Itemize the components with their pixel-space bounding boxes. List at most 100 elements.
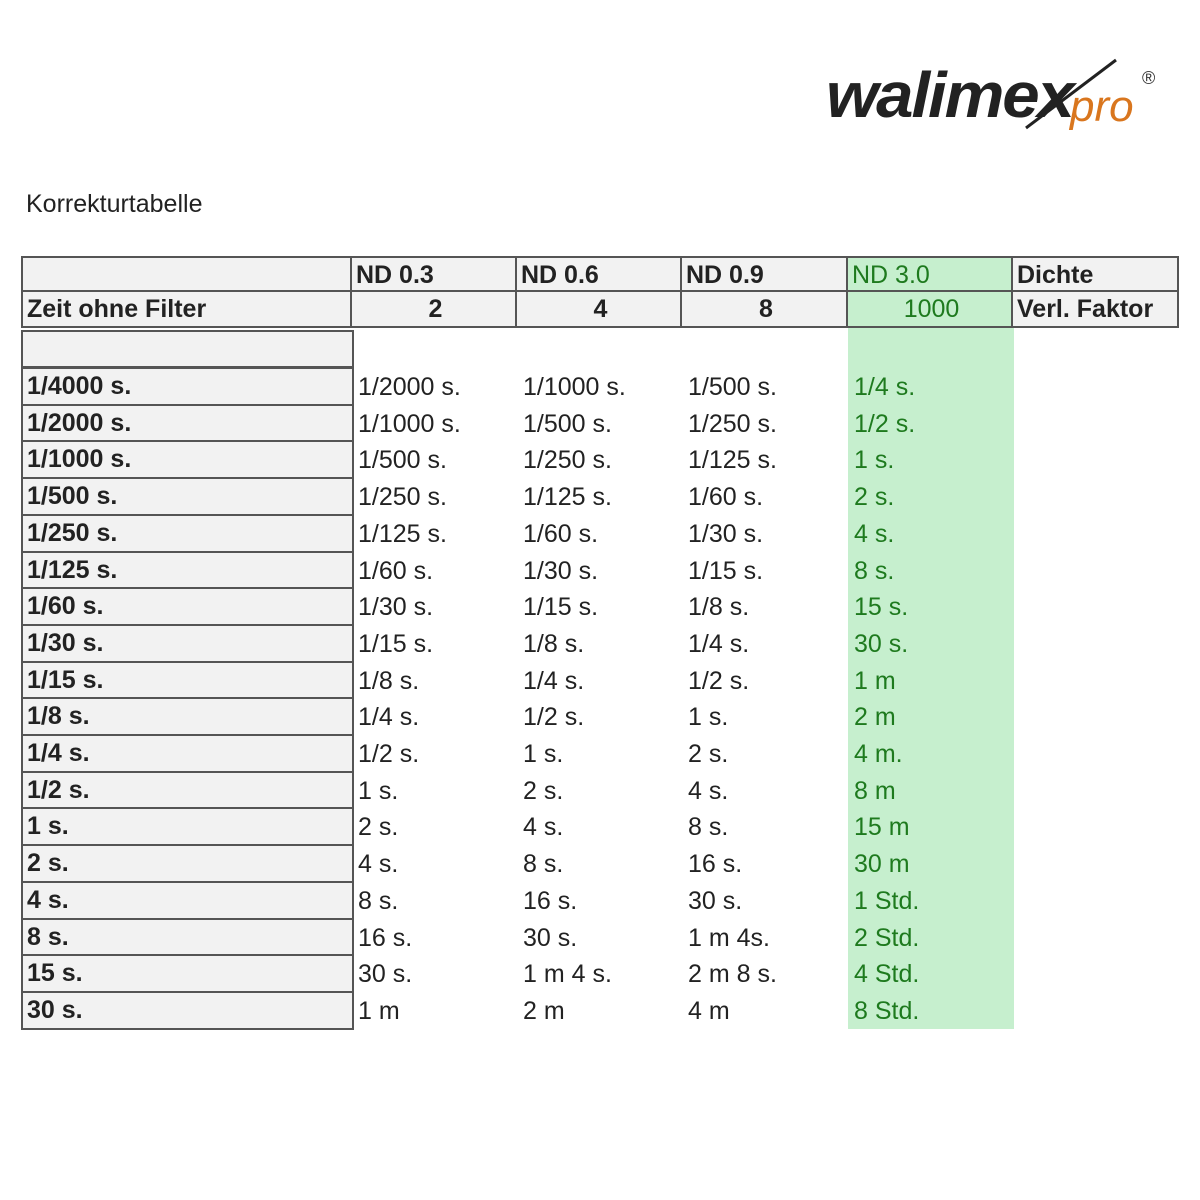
exposure-value-cell: 4 Std.: [854, 960, 920, 988]
page-title: Korrekturtabelle: [26, 190, 203, 218]
exposure-value-cell: 16 s.: [358, 924, 413, 952]
row-label-time-without-filter: 1/125 s.: [21, 551, 354, 590]
exposure-value-cell: 1/500 s.: [358, 446, 447, 474]
exposure-value-cell: 30 s.: [358, 960, 413, 988]
exposure-value-cell: 1 s.: [523, 740, 564, 768]
exposure-value-cell: 2 Std.: [854, 924, 920, 952]
row-label-time-without-filter: 1/4 s.: [21, 734, 354, 773]
header-cell: 2: [350, 290, 517, 328]
header-cell: Zeit ohne Filter: [21, 290, 352, 328]
exposure-value-cell: 1/4 s.: [523, 667, 585, 695]
header-cell: [21, 256, 352, 294]
exposure-value-cell: 8 s.: [688, 813, 729, 841]
logo-main: walimex: [826, 59, 1075, 131]
row-label-time-without-filter: 1/15 s.: [21, 661, 354, 700]
header-cell: ND 0.3: [350, 256, 517, 294]
exposure-value-cell: 1/500 s.: [688, 373, 777, 401]
nd30-column-highlight: [848, 256, 1014, 1029]
exposure-value-cell: 1/125 s.: [688, 446, 777, 474]
exposure-value-cell: 30 s.: [688, 887, 743, 915]
header-cell: ND 3.0: [846, 256, 1013, 294]
exposure-value-cell: 1 m: [854, 667, 896, 695]
exposure-value-cell: 4 s.: [358, 850, 399, 878]
exposure-value-cell: 2 m: [854, 703, 896, 731]
exposure-value-cell: 1 s.: [688, 703, 729, 731]
exposure-value-cell: 1/60 s.: [358, 557, 434, 585]
exposure-value-cell: 1 m: [358, 997, 400, 1025]
exposure-value-cell: 2 s.: [358, 813, 399, 841]
exposure-value-cell: 15 s.: [854, 593, 909, 621]
row-label-time-without-filter: 1/60 s.: [21, 587, 354, 626]
exposure-value-cell: 1/4 s.: [358, 703, 420, 731]
exposure-value-cell: 1/8 s.: [523, 630, 585, 658]
row-label-time-without-filter: 1/8 s.: [21, 697, 354, 736]
exposure-value-cell: 1/2 s.: [854, 410, 916, 438]
row-label-time-without-filter: 1/250 s.: [21, 514, 354, 553]
exposure-value-cell: 1/2 s.: [358, 740, 420, 768]
exposure-value-cell: 30 s.: [854, 630, 909, 658]
exposure-value-cell: 1/15 s.: [523, 593, 599, 621]
row-label-time-without-filter: 1/500 s.: [21, 477, 354, 516]
exposure-value-cell: 1/30 s.: [523, 557, 599, 585]
exposure-value-cell: 1 m 4s.: [688, 924, 770, 952]
logo-suffix: pro: [1070, 82, 1134, 131]
exposure-value-cell: 8 s.: [523, 850, 564, 878]
row-label-time-without-filter: 1/2 s.: [21, 771, 354, 810]
row-label-time-without-filter: 4 s.: [21, 881, 354, 920]
exposure-value-cell: 1/60 s.: [688, 483, 764, 511]
exposure-value-cell: 4 m.: [854, 740, 903, 768]
row-label-time-without-filter: 1/4000 s.: [21, 367, 354, 406]
exposure-value-cell: 30 s.: [523, 924, 578, 952]
exposure-value-cell: 1/30 s.: [688, 520, 764, 548]
header-cell: Dichte: [1011, 256, 1179, 294]
exposure-value-cell: 1/8 s.: [688, 593, 750, 621]
exposure-value-cell: 1/1000 s.: [358, 410, 461, 438]
header-cell: ND 0.6: [515, 256, 682, 294]
exposure-value-cell: 1/2 s.: [523, 703, 585, 731]
exposure-value-cell: 1/250 s.: [523, 446, 612, 474]
exposure-value-cell: 1/4 s.: [688, 630, 750, 658]
row-label-time-without-filter: 1/30 s.: [21, 624, 354, 663]
exposure-value-cell: 2 s.: [523, 777, 564, 805]
exposure-value-cell: 8 s.: [358, 887, 399, 915]
registered-mark: ®: [1142, 68, 1156, 88]
exposure-value-cell: 4 s.: [854, 520, 895, 548]
row-label-time-without-filter: 1/2000 s.: [21, 404, 354, 443]
exposure-value-cell: 16 s.: [688, 850, 743, 878]
row-label-time-without-filter: 1 s.: [21, 807, 354, 846]
exposure-value-cell: 1/8 s.: [358, 667, 420, 695]
exposure-value-cell: 16 s.: [523, 887, 578, 915]
row-label-time-without-filter: 1/1000 s.: [21, 440, 354, 479]
exposure-value-cell: 1/250 s.: [358, 483, 447, 511]
exposure-value-cell: 1/2000 s.: [358, 373, 461, 401]
exposure-value-cell: 1/15 s.: [688, 557, 764, 585]
exposure-value-cell: 1/500 s.: [523, 410, 612, 438]
exposure-value-cell: 1/60 s.: [523, 520, 599, 548]
exposure-value-cell: 1 s.: [358, 777, 399, 805]
blank-row-label: [21, 330, 354, 368]
walimex-pro-logo: walimex pro ®: [826, 58, 1171, 138]
logo-slash-icon: [1025, 58, 1117, 130]
exposure-value-cell: 1 s.: [854, 446, 895, 474]
row-label-time-without-filter: 15 s.: [21, 954, 354, 993]
exposure-value-cell: 2 m: [523, 997, 565, 1025]
header-cell: 8: [680, 290, 848, 328]
header-cell: 1000: [846, 290, 1013, 328]
exposure-value-cell: 2 m 8 s.: [688, 960, 777, 988]
header-cell: 4: [515, 290, 682, 328]
row-label-time-without-filter: 2 s.: [21, 844, 354, 883]
header-cell: Verl. Faktor: [1011, 290, 1179, 328]
exposure-value-cell: 1/4 s.: [854, 373, 916, 401]
header-cell: ND 0.9: [680, 256, 848, 294]
exposure-value-cell: 8 s.: [854, 557, 895, 585]
exposure-value-cell: 1/250 s.: [688, 410, 777, 438]
row-label-time-without-filter: 8 s.: [21, 918, 354, 957]
exposure-value-cell: 1 m 4 s.: [523, 960, 612, 988]
exposure-value-cell: 8 m: [854, 777, 896, 805]
exposure-value-cell: 8 Std.: [854, 997, 920, 1025]
exposure-value-cell: 1/1000 s.: [523, 373, 626, 401]
exposure-value-cell: 1/125 s.: [358, 520, 447, 548]
exposure-value-cell: 4 s.: [523, 813, 564, 841]
exposure-value-cell: 4 s.: [688, 777, 729, 805]
exposure-value-cell: 2 s.: [854, 483, 895, 511]
